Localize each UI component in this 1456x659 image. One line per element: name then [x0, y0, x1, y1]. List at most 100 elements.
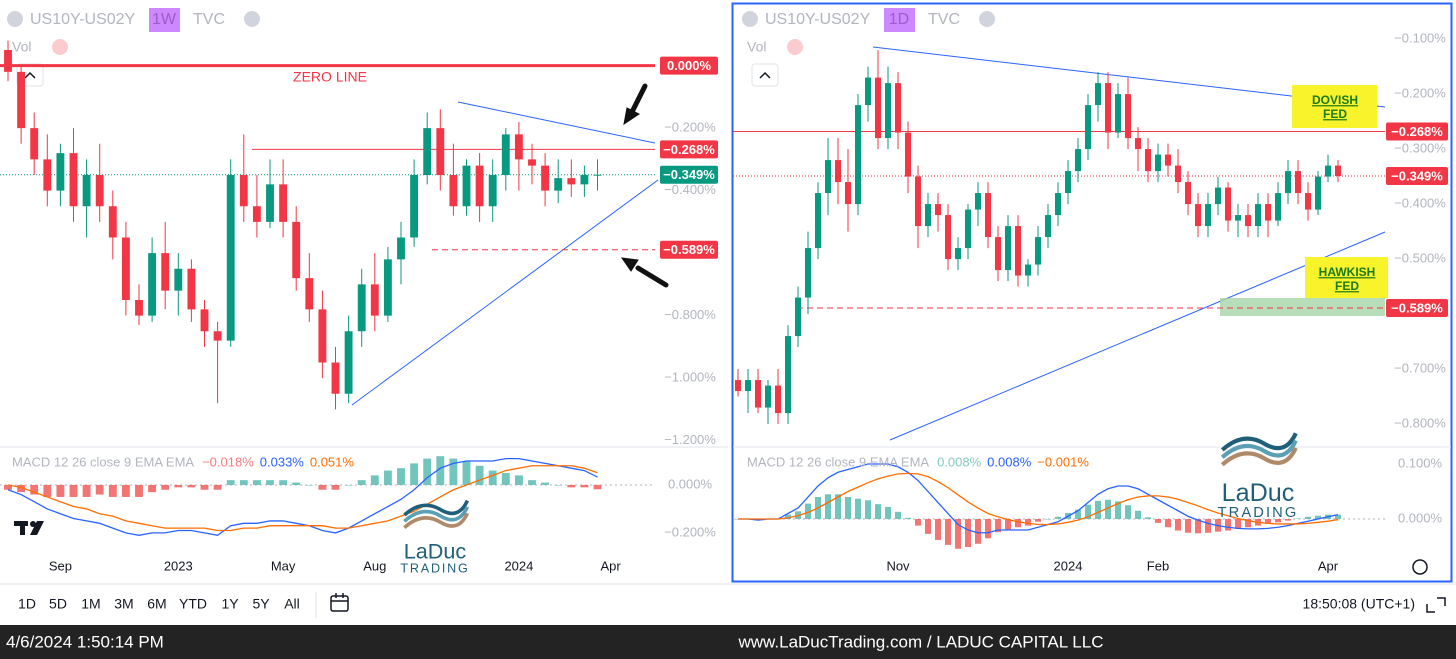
logo-wave	[403, 506, 470, 523]
fullscreen-icon[interactable]	[1426, 597, 1446, 613]
macd-histogram-bar	[1225, 519, 1231, 531]
candle-body	[895, 83, 901, 133]
price-label-box	[1386, 299, 1448, 318]
range-button[interactable]: YTD	[179, 596, 207, 612]
macd-histogram-bar	[226, 480, 235, 485]
candle-body	[423, 128, 432, 175]
candle-body	[1315, 176, 1321, 210]
macd-title: MACD 12 26 close 9 EMA EMA	[747, 454, 929, 469]
range-button[interactable]: 1M	[81, 596, 100, 612]
y-tick-label: −0.200%	[1394, 86, 1446, 101]
macd-histogram-bar	[82, 484, 91, 497]
candle-body	[30, 128, 39, 160]
macd-histogram-bar	[835, 494, 841, 520]
candle-body	[945, 215, 951, 260]
macd-histogram-bar	[410, 463, 419, 485]
candle-body	[1125, 94, 1131, 139]
hawkish-zone	[1220, 298, 1385, 316]
macd-histogram-bar	[514, 475, 523, 485]
macd-histogram-bar	[135, 484, 143, 497]
logo-wave	[1220, 439, 1298, 459]
candle-body	[975, 193, 981, 210]
macd-readout: 0.008%	[987, 454, 1032, 469]
price-label-box	[1386, 167, 1448, 186]
range-button[interactable]: 1D	[18, 596, 36, 612]
macd-histogram-bar	[885, 506, 891, 520]
annotation: ZERO LINE	[293, 69, 367, 85]
range-button[interactable]: 1Y	[221, 596, 239, 612]
logo-wave	[403, 499, 470, 517]
candle-body	[925, 204, 931, 227]
logo-tagline: TRADING	[1218, 505, 1299, 521]
range-button[interactable]: 5D	[49, 596, 67, 612]
symbol-icon	[742, 11, 758, 27]
range-button[interactable]: 5Y	[252, 596, 270, 612]
y-tick-label: −0.300%	[1394, 141, 1446, 156]
macd-histogram-bar	[1175, 519, 1181, 531]
candle-body	[805, 248, 811, 298]
clock: 18:50:08 (UTC+1)	[1303, 596, 1415, 612]
range-button[interactable]: 6M	[147, 596, 166, 612]
interval: 1D	[889, 11, 909, 28]
candle-body	[449, 175, 458, 207]
candle-body	[475, 165, 484, 207]
macd-histogram-bar	[370, 475, 379, 485]
macd-histogram-bar	[200, 484, 209, 490]
candle-body	[410, 175, 419, 238]
candle-body	[1085, 105, 1091, 150]
symbol-icon	[7, 11, 23, 27]
macd-histogram-bar	[955, 519, 961, 549]
range-button[interactable]: 3M	[114, 596, 133, 612]
macd-histogram-bar	[865, 500, 871, 520]
candle-body	[1185, 182, 1191, 205]
candle-body	[541, 165, 550, 191]
calendar-icon[interactable]	[330, 593, 349, 612]
candle-body	[1045, 215, 1051, 238]
macd-histogram-bar	[488, 470, 497, 485]
candle-body	[1255, 204, 1261, 227]
candle-body	[1025, 264, 1031, 276]
candle-body	[1035, 237, 1041, 265]
candle-body	[266, 184, 274, 222]
macd-histogram-bar	[1315, 515, 1321, 520]
macd-histogram-bar	[148, 484, 157, 493]
macd-histogram-bar	[1075, 509, 1081, 520]
candle-body	[1175, 165, 1181, 183]
macd-histogram-bar	[95, 484, 104, 495]
x-tick-label: 2023	[164, 558, 193, 573]
x-tick-label: Sep	[49, 558, 72, 573]
candle-body	[593, 174, 602, 176]
macd-signal-line	[738, 472, 1339, 526]
macd-histogram-bar	[1125, 505, 1131, 520]
macd-histogram-bar	[945, 519, 951, 545]
candle-body	[1065, 171, 1071, 194]
macd-histogram-bar	[1025, 519, 1031, 526]
y-tick-label: −0.800%	[1394, 415, 1446, 430]
settings-icon[interactable]	[1412, 559, 1428, 575]
macd-histogram-bar	[541, 482, 550, 485]
macd-histogram-bar	[1135, 510, 1141, 520]
macd-histogram-bar	[528, 480, 536, 485]
x-tick-label: Aug	[363, 558, 386, 573]
x-tick-label: Apr	[600, 558, 621, 573]
source: TVC	[193, 11, 225, 28]
arrows	[620, 83, 669, 288]
candle-body	[514, 134, 523, 160]
macd-histogram-bar	[357, 480, 366, 485]
candle-body	[865, 77, 871, 106]
macd-histogram-bar	[905, 517, 911, 520]
candle-body	[1145, 149, 1151, 172]
macd-readout: 0.008%	[937, 454, 982, 469]
collapse-button[interactable]	[751, 63, 779, 87]
macd-histogram-bar	[1095, 500, 1101, 520]
candle-body	[292, 221, 301, 279]
macd-histogram-bar	[266, 480, 274, 485]
range-button[interactable]: All	[284, 596, 300, 612]
candle-body	[200, 309, 209, 332]
logo-tagline: TRADING	[400, 561, 469, 575]
candle-body	[1075, 149, 1081, 172]
candle-body	[43, 159, 52, 191]
candle-body	[213, 331, 222, 341]
candle-body	[69, 153, 78, 207]
volume-label: Vol	[12, 39, 31, 55]
